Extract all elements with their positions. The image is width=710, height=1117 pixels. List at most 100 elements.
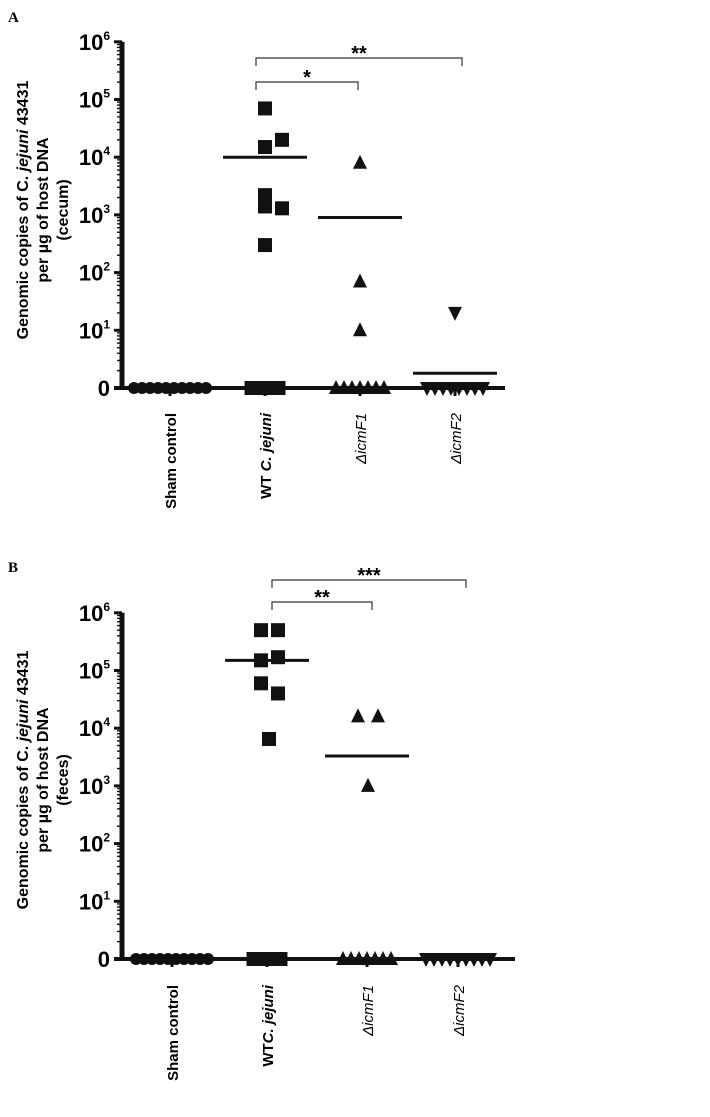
data-point-triangle-down [448,306,462,321]
y-tick-exponent: 6 [103,29,110,43]
data-point-triangle-up [351,708,365,723]
significance-bracket [271,579,467,588]
y-tick-label: 102 [79,831,110,857]
data-point-triangle-up [371,708,385,723]
significance-bracket [271,601,373,610]
x-label-text: WT [258,471,275,499]
data-point-square [258,188,272,203]
y-tick-exponent: 4 [103,144,110,158]
y-axis-label-line: Genomic copies of C. jejuni 43431 [15,651,32,910]
data-point-square [275,201,289,216]
significance-bracket [255,81,359,90]
y-tick-base: 0 [98,376,110,401]
data-point-square [262,731,276,746]
y-tick-base: 10 [79,145,103,170]
y-label-text: 43431 [15,81,32,130]
y-tick-label: 105 [79,658,110,684]
y-tick-exponent: 1 [103,888,110,902]
y-tick-label: 104 [79,715,110,741]
data-point-square [271,650,285,665]
data-point-triangle-up [353,154,367,169]
y-tick-exponent: 3 [103,773,110,787]
data-point-square [258,238,272,253]
y-tick-label: 0 [98,947,110,972]
y-tick-label: 104 [79,144,110,170]
y-tick-exponent: 1 [103,317,110,331]
significance-label: ** [314,587,330,609]
x-label-italic: ΔicmF2 [448,412,465,465]
data-point-square [271,623,285,638]
data-point-square [246,952,261,966]
panel-label: A [8,10,19,26]
data-point-square [258,140,272,155]
data-point-square [273,952,288,966]
data-point-square [254,623,268,638]
y-label-text: 43431 [15,651,32,700]
data-point-circle [200,382,212,394]
y-tick-label: 103 [79,202,110,228]
data-point-triangle-up [377,380,391,394]
y-axis-label-line: per µg of host DNA [35,137,52,283]
y-axis-label-line: (cecum) [55,179,72,240]
data-point-square [244,381,259,395]
x-label-italic: ΔicmF2 [451,984,468,1037]
y-tick-base: 10 [79,30,103,55]
y-tick-label: 106 [79,29,110,55]
data-point-triangle-down [483,953,497,967]
x-label-italic: C. jejuni [260,984,277,1043]
y-tick-label: 105 [79,87,110,113]
data-point-square [271,686,285,701]
y-tick-base: 10 [79,88,103,113]
y-tick-base: 0 [98,947,110,972]
data-point-circle [202,953,214,965]
y-axis-label-line: per µg of host DNA [35,707,52,853]
y-tick-label: 0 [98,376,110,401]
y-tick-exponent: 4 [103,715,110,729]
y-tick-base: 10 [79,659,103,684]
significance-label: *** [357,565,381,587]
x-tick-label: ΔicmF2 [451,984,468,1037]
x-tick-label: Sham control [165,985,182,1081]
y-tick-label: 102 [79,260,110,286]
x-label-italic: ΔicmF1 [353,413,370,465]
y-tick-base: 10 [79,832,103,857]
x-tick-label: ΔicmF1 [360,985,377,1037]
y-tick-label: 101 [79,888,110,914]
data-point-square [260,952,274,966]
x-label-italic: C. jejuni [258,412,275,471]
y-label-italic: jejuni [15,699,32,743]
data-point-triangle-up [353,322,367,337]
x-tick-label: WTC. jejuni [260,984,277,1066]
data-point-triangle-up [361,777,375,792]
x-label-text: WT [260,1043,277,1066]
y-axis-label: Genomic copies of C. jejuni 43431per µg … [15,651,72,910]
y-tick-exponent: 3 [103,202,110,216]
y-tick-base: 10 [79,601,103,626]
data-point-triangle-up [384,951,398,965]
x-tick-label: ΔicmF2 [448,412,465,465]
x-tick-label: Sham control [163,413,180,509]
y-tick-exponent: 5 [103,87,110,101]
y-tick-label: 103 [79,773,110,799]
y-label-text: Genomic copies of C. [15,171,32,339]
y-tick-exponent: 2 [103,260,110,274]
y-tick-base: 10 [79,203,103,228]
y-tick-base: 10 [79,261,103,286]
data-point-triangle-down [476,382,490,396]
data-point-square [275,132,289,147]
y-label-italic: jejuni [15,129,32,173]
y-axis-label-line: Genomic copies of C. jejuni 43431 [15,81,32,340]
y-label-text: Genomic copies of C. [15,741,32,909]
data-point-square [271,381,286,395]
data-point-square [254,676,268,691]
y-axis-label: Genomic copies of C. jejuni 43431per µg … [15,81,72,340]
y-axis-label-line: (feces) [55,754,72,806]
data-point-triangle-up [353,273,367,288]
panel-label: B [8,560,18,576]
significance-bracket [255,57,463,66]
y-tick-base: 10 [79,318,103,343]
y-tick-label: 106 [79,600,110,626]
y-tick-base: 10 [79,889,103,914]
x-label-italic: ΔicmF1 [360,985,377,1037]
